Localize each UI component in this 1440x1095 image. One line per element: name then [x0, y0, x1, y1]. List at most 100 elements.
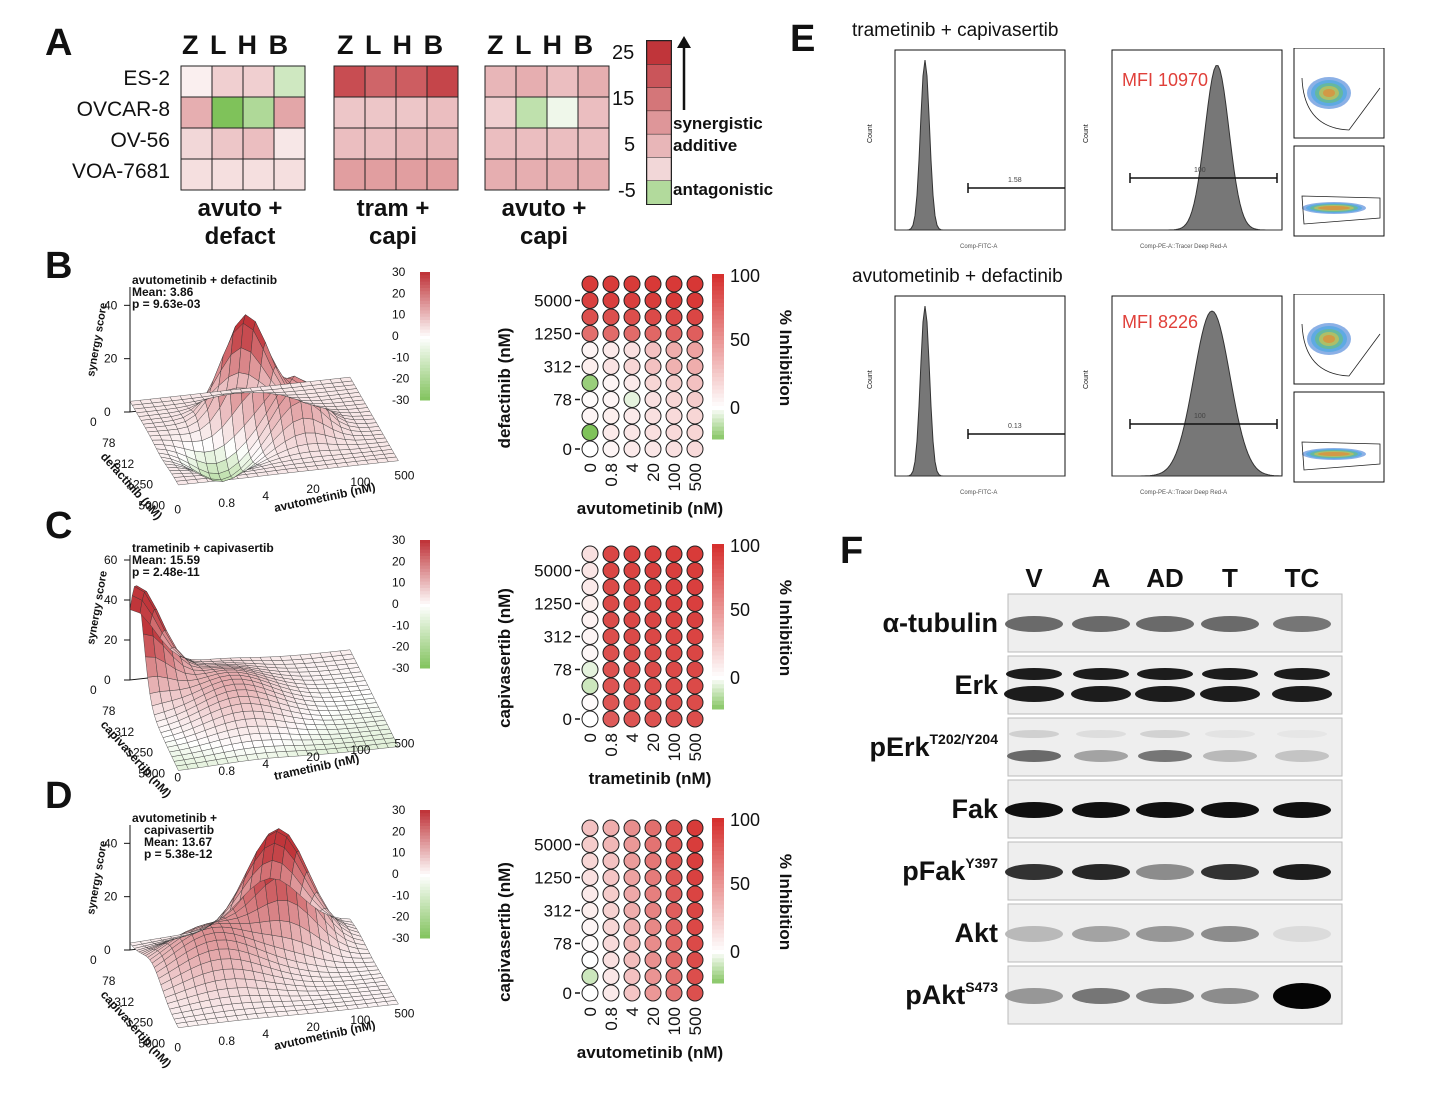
colorbar-swatch	[712, 688, 724, 693]
protein-label: pAktS473	[905, 979, 998, 1010]
colorbar-swatch	[420, 568, 430, 573]
synergy-surface-b: 40 20 0 synergy score 5000 1250 312 78 0 defactin…	[70, 262, 450, 522]
colorbar-swatch	[420, 339, 430, 343]
blot-band	[1273, 616, 1331, 632]
colorbar-swatch	[420, 915, 430, 920]
colorbar-swatch	[712, 414, 724, 419]
colorbar-swatch	[712, 871, 724, 877]
colorbar-swatch	[420, 549, 430, 554]
colorbar-swatch	[420, 890, 430, 894]
inhibition-dot	[602, 710, 620, 728]
inhibition-dot	[665, 984, 683, 1002]
colorbar-swatch	[712, 884, 724, 889]
colorbar-swatch	[420, 594, 430, 599]
x-tick-label: 100	[350, 743, 370, 757]
colorbar-swatch	[420, 613, 430, 618]
combo-line: capi	[368, 223, 418, 250]
colorbar-swatch	[712, 418, 724, 423]
x-tick-label: 0.8	[602, 733, 621, 757]
x-tick-label: 20	[644, 733, 663, 752]
colorbar-swatch	[712, 397, 724, 403]
colorbar-swatch	[712, 667, 724, 673]
colorbar-swatch	[420, 552, 430, 557]
colorbar-swatch	[712, 684, 724, 689]
heatmap-cell	[395, 65, 428, 98]
z-tick-label: 0	[104, 405, 111, 419]
blot-band	[1072, 864, 1130, 880]
colorbar-swatch	[420, 559, 430, 563]
colorbar-swatch	[420, 345, 430, 350]
colorbar-swatch	[420, 556, 430, 560]
z-tick-label: 20	[104, 890, 118, 904]
colorbar-swatch	[712, 610, 724, 615]
heatmap-cell	[211, 65, 244, 98]
hist-y-label: Count	[1083, 370, 1090, 389]
heatmap-avuto-defact	[180, 65, 306, 196]
colorbar-swatch	[712, 859, 724, 864]
colorbar-swatch	[420, 396, 430, 401]
y-tick-label: 1250	[126, 1016, 153, 1030]
protein-label: Erk	[954, 670, 999, 700]
colorbar-swatch	[712, 335, 724, 341]
colorbar-swatch	[420, 623, 430, 627]
gate-label: 100	[1194, 413, 1206, 420]
colorbar-swatch	[420, 851, 430, 856]
colorbar-swatch	[420, 546, 430, 551]
row-label: ES-2	[123, 67, 170, 90]
heatmap-cell	[546, 96, 579, 129]
colorbar-swatch	[712, 634, 724, 640]
scatter-gate	[1301, 195, 1381, 225]
inhibition-dot	[644, 984, 662, 1002]
colorbar-swatch	[712, 704, 724, 710]
protein-name: pErk	[869, 732, 930, 762]
cbar-label-antagonistic: antagonistic	[673, 180, 774, 199]
colorbar-swatch	[420, 584, 430, 589]
x-tick-label: 100	[665, 463, 684, 491]
panel-letter-c: C	[45, 505, 73, 547]
colorbar-tick: 10	[392, 308, 406, 322]
colorbar-swatch	[712, 401, 724, 407]
colorbar-swatch	[712, 680, 724, 685]
colorbar-swatch	[420, 819, 430, 824]
colorbar-swatch	[712, 917, 724, 922]
colorbar-swatch	[712, 892, 724, 897]
col-head: H	[392, 30, 415, 60]
colorbar-tick: 30	[392, 803, 406, 817]
colorbar-tick: 0	[392, 329, 399, 343]
panel-letter-b: B	[45, 245, 73, 287]
colorbar-swatch	[712, 344, 724, 349]
colorbar-swatch	[712, 676, 724, 681]
y-tick-label: 5000	[534, 836, 572, 855]
blot-band	[1136, 864, 1194, 880]
colorbar-swatch	[420, 597, 430, 602]
blot-band	[1071, 686, 1131, 702]
protein-name: pFak	[902, 856, 966, 886]
panel-letter-a: A	[45, 22, 73, 64]
colorbar-swatch	[712, 950, 724, 955]
row-label: VOA-7681	[71, 160, 170, 183]
colorbar-swatch	[420, 639, 430, 643]
colorbar-swatch	[420, 387, 430, 391]
colorbar-swatch	[712, 696, 724, 702]
heatmap-cell	[577, 65, 610, 98]
colorbar-swatch	[712, 941, 724, 947]
hist-x-label: Comp-FITC-A	[960, 490, 997, 496]
colorbar-swatch	[420, 636, 430, 640]
colorbar-swatch	[712, 655, 724, 660]
inhibition-dotplot-b: 5000 1250 312 78 0 defactinib (nM) 0 0.8 4 20 100 5…	[480, 266, 810, 523]
colorbar-tick: 100	[730, 538, 760, 556]
hist-x-label: Comp-PE-A::Tracer Deep Red-A	[1140, 490, 1227, 496]
blot-band	[1202, 668, 1258, 680]
colorbar-swatch	[420, 390, 430, 395]
combo-label: avuto + capi	[469, 195, 619, 251]
x-tick-label: 4	[623, 733, 642, 742]
x-tick-label: 0	[581, 463, 600, 472]
colorbar-swatch	[712, 626, 724, 632]
colorbar-tick: 0	[392, 597, 399, 611]
colorbar-swatch	[420, 581, 430, 586]
colorbar-swatch	[420, 632, 430, 637]
surface-title: trametinib + capivasertib	[132, 541, 274, 555]
colorbar-swatch	[712, 597, 724, 603]
colorbar-swatch	[420, 291, 430, 295]
